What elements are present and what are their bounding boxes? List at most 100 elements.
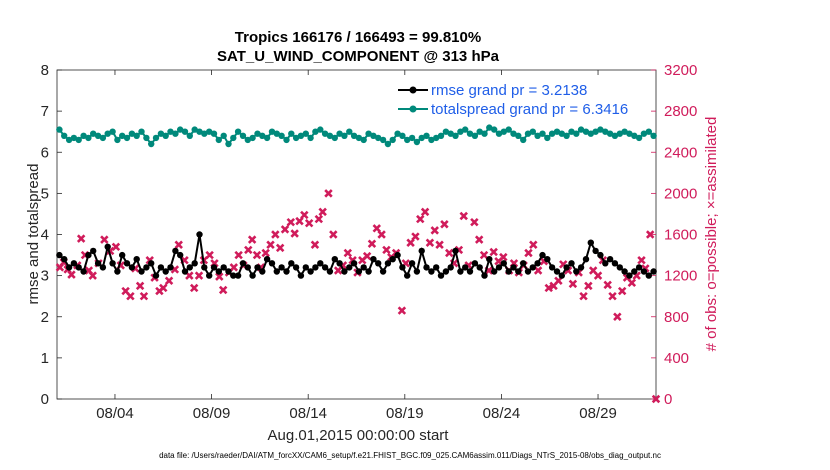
rmse-point [312,264,319,271]
obs-point-center [461,214,466,218]
obs-point [286,217,296,227]
spread-point [312,128,319,135]
rmse-point [85,251,92,259]
rmse-point [442,268,450,275]
spread-point [577,126,585,133]
rmse-point [133,256,140,263]
spread-point [553,128,561,135]
spread-point [399,132,406,139]
obs-point-center [634,273,639,278]
spread-point [167,128,174,135]
obs-point [135,281,145,291]
obs-point [416,214,425,224]
rmse-point [597,251,604,259]
obs-point-center [346,251,350,255]
rmse-point [350,260,358,267]
rmse-point [437,272,445,279]
rmse-point [292,264,300,271]
legend: rmse grand pr = 3.2138 totalspread grand… [394,75,651,119]
obs-point-center [384,248,389,252]
legend-rmse-label: rmse grand pr = 3.2138 [431,82,587,99]
rmse-point [128,264,136,271]
obs-point-center [187,273,192,278]
spread-point [360,136,367,144]
obs-point [194,271,204,280]
spread-point [457,128,464,135]
series-totalspread [56,124,657,148]
obs-point-center [423,210,427,214]
rmse-point [346,264,353,271]
rmse-point [273,268,280,275]
obs-point [613,312,622,321]
obs-point [324,189,333,198]
obs-point-center [142,294,146,298]
obs-point-center [615,314,620,319]
obs-point [617,286,627,296]
spread-point [452,132,459,139]
spread-point [384,140,392,148]
spread-point [568,128,575,135]
rmse-point [631,268,638,275]
rmse-point [65,264,73,271]
spread-point [114,136,121,144]
obs-point [159,283,168,293]
spread-point [283,136,290,144]
y-tick-label: 0 [41,391,49,408]
rmse-point [70,260,78,267]
obs-point-center [365,254,369,258]
obs-point-center [167,278,171,283]
obs-point [593,271,603,280]
rmse-point [181,268,189,275]
rmse-point [157,264,165,271]
spread-point [302,130,309,137]
spread-point [254,130,261,137]
y-axis-label-left: rmse and totalspread [25,164,42,305]
obs-point-center [437,242,442,247]
y-tick-label: 5 [41,185,49,202]
spread-point [234,128,242,135]
x-tick-label: 08/14 [289,405,327,422]
spread-point [138,128,145,135]
spread-point [244,136,251,144]
y-axis-label-right: # of obs: o=possible; ×=assimilated [703,117,720,352]
rmse-point [104,243,111,250]
rmse-point [577,264,585,271]
obs-point-center [596,273,600,278]
rmse-point [307,268,314,275]
rmse-point [278,264,285,271]
spread-point [505,126,512,133]
obs-point [420,207,430,217]
obs-point-center [442,222,447,227]
rmse-point [234,272,242,279]
obs-point-center [317,217,321,221]
obs-point-center [307,221,311,225]
legend-spread-marker [409,105,417,113]
obs-point-center [79,236,83,241]
rmse-point [452,247,459,255]
spread-point [225,140,232,148]
obs-point-center [336,268,340,273]
rmse-point [558,272,565,279]
spread-point [476,128,483,135]
rmse-point [534,260,541,267]
series-rmse [56,231,657,279]
obs-point [275,243,285,253]
obs-point-center [491,250,496,254]
x-axis-label: Aug.01,2015 00:00:00 start [268,427,450,444]
spread-point [365,130,372,137]
obs-point [261,248,270,258]
spread-point [273,130,280,137]
spread-point [331,134,338,142]
rmse-point [457,268,464,275]
rmse-point [462,264,469,271]
obs-point-center [297,219,302,223]
obs-point-center [182,258,187,263]
obs-point [608,291,617,301]
obs-point-center [556,278,561,283]
obs-point-center [370,241,374,246]
rmse-point [447,264,454,271]
obs-point [111,242,121,252]
rmse-point [326,268,334,275]
rmse-point [379,268,387,275]
obs-point [318,207,327,217]
